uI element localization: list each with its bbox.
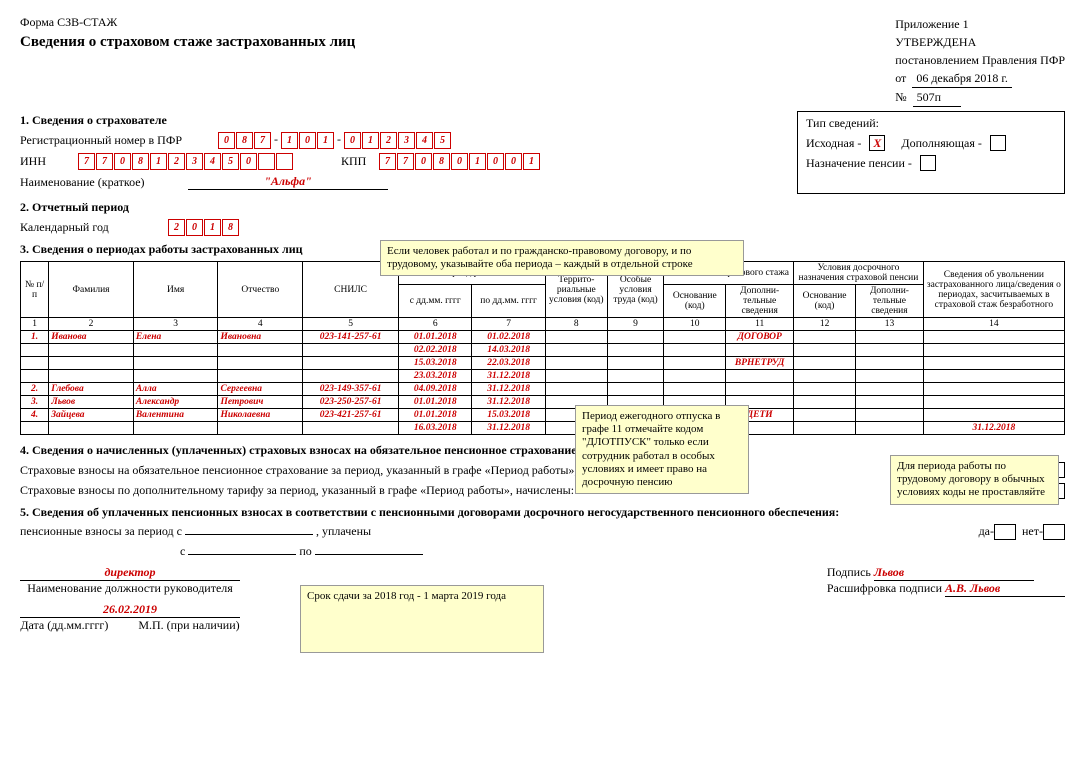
signature: Львов — [874, 565, 1034, 581]
sec4-line2: Страховые взносы по дополнительному тари… — [20, 483, 574, 498]
sig-date: 26.02.2019 — [20, 602, 240, 618]
sec1-title: 1. Сведения о страхователе — [20, 113, 777, 128]
name-short-label: Наименование (краткое) — [20, 175, 180, 190]
reg-label: Регистрационный номер в ПФР — [20, 133, 210, 148]
signature-decode: А.В. Львов — [945, 581, 1065, 597]
form-code: Форма СЗВ-СТАЖ — [20, 15, 355, 30]
position-value: директор — [20, 565, 240, 581]
note-deadline: Срок сдачи за 2018 год - 1 марта 2019 го… — [300, 585, 544, 653]
year-label: Календарный год — [20, 220, 160, 235]
kpp-label: КПП — [341, 154, 371, 169]
doc-title: Сведения о страховом стаже застрахованны… — [20, 34, 355, 51]
year: 2018 — [168, 219, 239, 236]
main-table: № п/п Фамилия Имя Отчество СНИЛС Период … — [20, 261, 1065, 435]
sec5-title: 5. Сведения об уплаченных пенсионных взн… — [20, 505, 1065, 520]
chk-no3[interactable] — [1043, 524, 1065, 540]
type-box: Тип сведений: Исходная - Х Дополняющая -… — [797, 111, 1065, 194]
checkbox-initial[interactable]: Х — [869, 135, 885, 151]
reg-number: 087-101-012345 — [218, 132, 451, 149]
chk-yes3[interactable] — [994, 524, 1016, 540]
checkbox-pension[interactable] — [920, 155, 936, 171]
note-labor: Для периода работы по трудовому договору… — [890, 455, 1059, 505]
checkbox-supplement[interactable] — [990, 135, 1006, 151]
org-name: "Альфа" — [188, 174, 388, 190]
inn: 7708123450 — [78, 153, 293, 170]
inn-label: ИНН — [20, 154, 70, 169]
position-label: Наименование должности руководителя — [20, 581, 240, 596]
sec2-title: 2. Отчетный период — [20, 200, 1065, 215]
kpp: 770801001 — [379, 153, 540, 170]
approval-block: Приложение 1 УТВЕРЖДЕНА постановлением П… — [895, 15, 1065, 107]
note-vacation: Период ежегодного отпуска в графе 11 отм… — [575, 405, 749, 494]
period-from[interactable] — [185, 534, 313, 535]
note-contract: Если человек работал и по гражданско-пра… — [380, 240, 744, 276]
